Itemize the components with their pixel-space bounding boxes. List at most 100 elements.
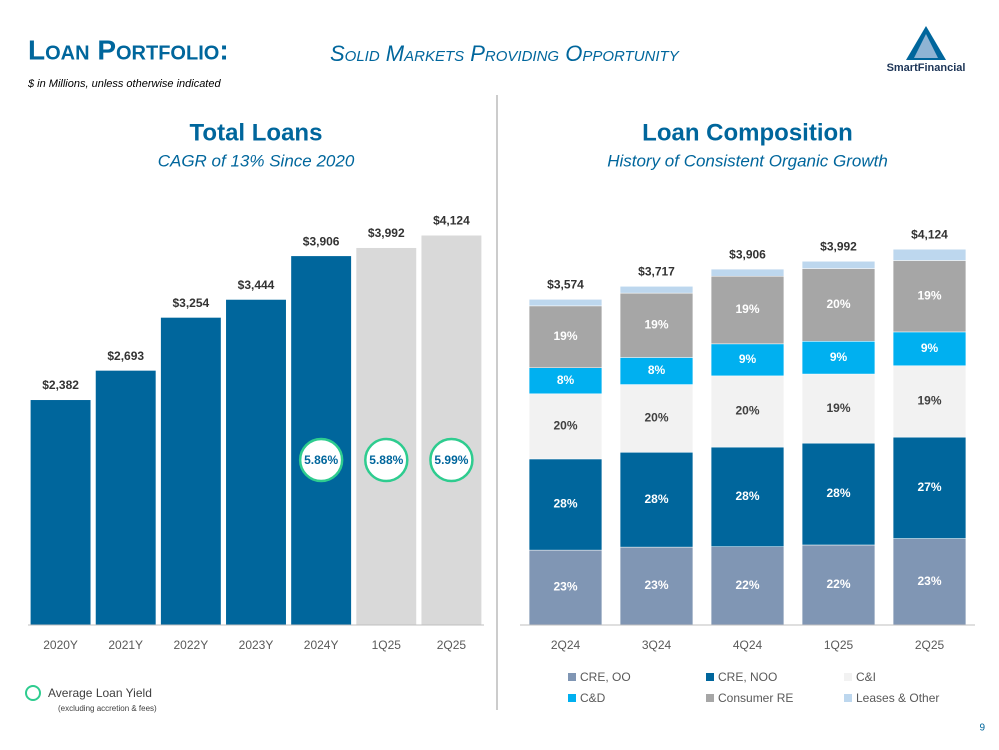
- segment-label: 8%: [648, 363, 666, 377]
- x-tick-label: 2Q25: [915, 638, 945, 652]
- bar: [160, 317, 221, 625]
- legend-swatch: [568, 673, 576, 681]
- yield-label: 5.99%: [434, 453, 468, 467]
- value-label: $2,382: [42, 378, 79, 392]
- x-tick-label: 2020Y: [43, 638, 78, 652]
- total-label: $3,574: [547, 278, 584, 292]
- x-tick-label: 3Q24: [642, 638, 672, 652]
- segment-label: 28%: [553, 497, 577, 511]
- x-tick-label: 1Q25: [372, 638, 402, 652]
- segment-label: 19%: [917, 394, 941, 408]
- value-label: $3,254: [173, 296, 210, 310]
- bar-segment: [892, 436, 967, 539]
- yield-label: 5.88%: [369, 453, 403, 467]
- segment-label: 19%: [735, 302, 759, 316]
- legend-label: Leases & Other: [856, 691, 939, 705]
- chart-subtitle: CAGR of 13% Since 2020: [158, 151, 355, 170]
- yield-marker: [429, 437, 474, 483]
- x-tick-label: 2021Y: [108, 638, 143, 652]
- bar-segment: [892, 365, 967, 438]
- bar-segment: [710, 268, 785, 277]
- bar-segment: [619, 286, 694, 294]
- bar-segment: [892, 538, 967, 626]
- segment-label: 9%: [921, 341, 939, 355]
- bar-segment: [619, 292, 694, 358]
- total-label: $3,717: [638, 265, 675, 279]
- bar: [356, 247, 417, 625]
- segment-label: 20%: [553, 419, 577, 433]
- yield-marker: [364, 437, 409, 483]
- bar-segment: [619, 357, 694, 385]
- value-label: $3,906: [303, 234, 340, 248]
- segment-label: 19%: [553, 329, 577, 343]
- segment-label: 20%: [826, 297, 850, 311]
- bar-segment: [801, 268, 876, 342]
- value-label: $3,444: [238, 278, 275, 292]
- segment-label: 28%: [644, 492, 668, 506]
- x-tick-label: 1Q25: [824, 638, 854, 652]
- segment-label: 27%: [917, 480, 941, 494]
- logo-mark: [914, 34, 938, 58]
- segment-label: 28%: [826, 486, 850, 500]
- legend-swatch: [844, 673, 852, 681]
- bar-segment: [710, 275, 785, 345]
- bar-segment: [619, 452, 694, 548]
- page-number: 9: [979, 723, 985, 734]
- title-lead: Loan Portfolio:: [28, 34, 229, 65]
- bar-segment: [528, 458, 603, 551]
- bar-segment: [528, 305, 603, 369]
- bar-segment: [619, 384, 694, 453]
- bar-segment: [528, 367, 603, 395]
- legend-swatch: [844, 694, 852, 702]
- segment-label: 19%: [826, 401, 850, 415]
- x-tick-label: 2022Y: [174, 638, 209, 652]
- legend-label: Consumer RE: [718, 691, 793, 705]
- value-label: $3,992: [368, 226, 405, 240]
- bar-segment: [801, 442, 876, 546]
- segment-label: 20%: [735, 404, 759, 418]
- bar-segment: [710, 546, 785, 626]
- total-label: $4,124: [911, 227, 948, 241]
- x-tick-label: 2024Y: [304, 638, 339, 652]
- bar-segment: [801, 261, 876, 269]
- segment-label: 23%: [644, 578, 668, 592]
- yield-label: 5.86%: [304, 453, 338, 467]
- bar: [30, 400, 91, 625]
- legend-note: (excluding accretion & fees): [58, 704, 157, 713]
- segment-label: 8%: [557, 373, 575, 387]
- legend-label: Average Loan Yield: [48, 686, 152, 700]
- segment-label: 28%: [735, 489, 759, 503]
- legend-label: C&I: [856, 670, 876, 684]
- bar: [226, 299, 286, 625]
- x-tick-label: 2Q25: [437, 638, 467, 652]
- bar-segment: [528, 393, 603, 460]
- legend-label: CRE, OO: [580, 670, 631, 684]
- bar-segment: [528, 299, 603, 307]
- total-label: $3,992: [820, 239, 857, 253]
- bar-segment: [619, 546, 694, 626]
- chart-title: Loan Composition: [642, 119, 853, 146]
- bar-segment: [710, 446, 785, 547]
- bar-segment: [528, 549, 603, 626]
- segment-label: 23%: [917, 574, 941, 588]
- x-tick-label: 2023Y: [239, 638, 274, 652]
- segment-label: 9%: [739, 352, 757, 366]
- bar-segment: [801, 544, 876, 626]
- x-tick-label: 2Q24: [551, 638, 581, 652]
- logo: SmartFinancial: [887, 26, 965, 74]
- segment-label: 23%: [553, 580, 577, 594]
- segment-label: 22%: [735, 578, 759, 592]
- bar-segment: [801, 341, 876, 375]
- segment-label: 20%: [644, 411, 668, 425]
- bar-segment: [892, 260, 967, 333]
- x-tick-label: 4Q24: [733, 638, 763, 652]
- title-rest: Solid Markets Providing Opportunity: [330, 41, 680, 66]
- segment-label: 19%: [644, 317, 668, 331]
- segment-label: 9%: [830, 350, 848, 364]
- value-label: $4,124: [433, 214, 470, 228]
- bar: [95, 370, 156, 625]
- bar-segment: [892, 249, 967, 261]
- value-label: $2,693: [107, 349, 144, 363]
- yield-marker: [298, 437, 344, 483]
